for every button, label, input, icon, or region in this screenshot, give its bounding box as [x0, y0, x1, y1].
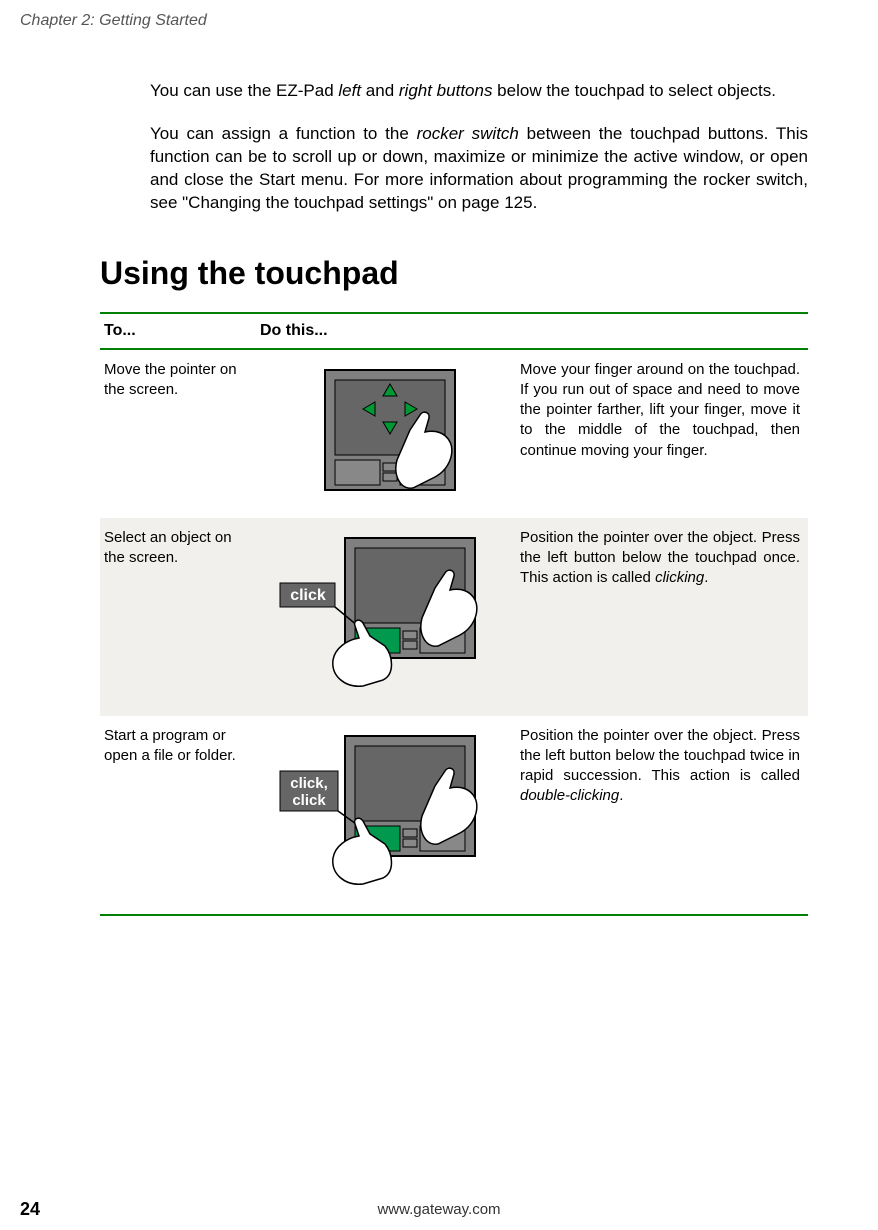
table-header-to: To... [100, 322, 260, 340]
svg-text:click: click [292, 792, 326, 809]
text-italic: double-clicking [520, 787, 619, 804]
text: . [619, 787, 623, 804]
svg-text:click,: click, [290, 775, 328, 792]
row-image: click [260, 528, 520, 698]
table-header-do: Do this... [260, 322, 808, 340]
chapter-header: Chapter 2: Getting Started [20, 12, 818, 30]
page-footer: 24 www.gateway.com [0, 1199, 878, 1220]
row-desc: Position the pointer over the object. Pr… [520, 528, 808, 698]
intro-paragraph-1: You can use the EZ-Pad left and right bu… [150, 80, 808, 103]
text-italic: right buttons [399, 81, 493, 100]
table-row: Select an object on the screen. click [100, 518, 808, 716]
intro-paragraph-2: You can assign a function to the rocker … [150, 123, 808, 215]
footer-url: www.gateway.com [100, 1201, 778, 1218]
text-italic: rocker switch [417, 124, 519, 143]
text: You can assign a function to the [150, 124, 417, 143]
svg-text:click: click [290, 587, 326, 604]
row-image: click, click [260, 726, 520, 896]
touchpad-table: To... Do this... Move the pointer on the… [100, 312, 808, 916]
table-row: Move the pointer on the screen. Mov [100, 350, 808, 518]
row-desc: Move your finger around on the touchpad.… [520, 360, 808, 500]
page-number: 24 [20, 1199, 100, 1220]
row-to: Select an object on the screen. [100, 528, 260, 698]
row-image [260, 360, 520, 500]
table-row: Start a program or open a file or folder… [100, 716, 808, 914]
section-title: Using the touchpad [100, 255, 818, 292]
touchpad-move-icon [305, 360, 475, 500]
row-to: Start a program or open a file or folder… [100, 726, 260, 896]
row-to: Move the pointer on the screen. [100, 360, 260, 500]
text-italic: left [338, 81, 361, 100]
text: and [361, 81, 399, 100]
table-header-row: To... Do this... [100, 314, 808, 350]
touchpad-click-icon: click [275, 528, 505, 698]
text: below the touchpad to select objects. [492, 81, 776, 100]
text: You can use the EZ-Pad [150, 81, 338, 100]
touchpad-dblclick-icon: click, click [275, 726, 505, 896]
text: Position the pointer over the object. Pr… [520, 727, 800, 785]
row-desc: Position the pointer over the object. Pr… [520, 726, 808, 896]
